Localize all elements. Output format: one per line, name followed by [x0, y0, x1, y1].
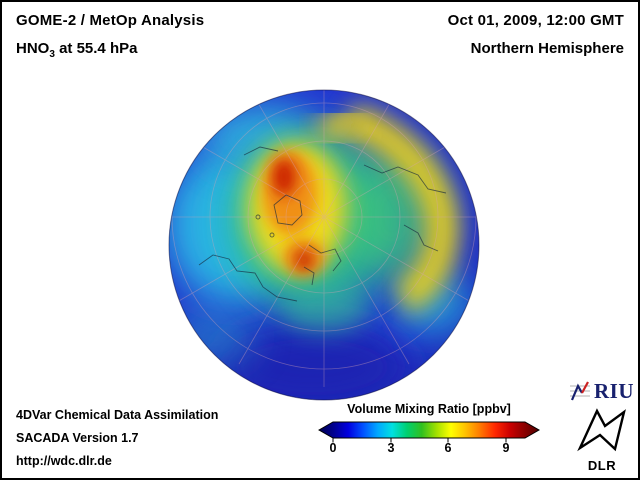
footer-annotations: 4DVar Chemical Data Assimilation SACADA …	[16, 404, 218, 473]
colorbar-tick-marks	[332, 438, 507, 443]
globe-rim	[168, 89, 480, 401]
assimilation-label: 4DVar Chemical Data Assimilation	[16, 408, 219, 422]
riu-logo: RIU	[554, 377, 634, 405]
dlr-logo: DLR	[570, 406, 634, 473]
level-text: at 55.4 hPa	[54, 40, 138, 57]
colorbar-tick-9: 9	[502, 441, 510, 455]
data-field	[169, 90, 479, 400]
species-subscript: 3	[49, 49, 55, 60]
hemisphere-map	[154, 75, 494, 415]
colorbar-gradient	[318, 421, 540, 443]
analysis-title: GOME-2 / MetOp Analysis	[16, 12, 205, 29]
dlr-logo-icon	[577, 408, 626, 452]
colorbar-title: Volume Mixing Ratio [ppbv]	[347, 402, 511, 416]
colorbar-tick-labels: 0 3 6 9	[318, 441, 540, 457]
species-level-label: HNO3 at 55.4 hPa	[16, 40, 204, 60]
species-text: HNO	[16, 40, 50, 57]
coastlines	[198, 146, 447, 302]
version-label: SACADA Version 1.7	[16, 431, 139, 445]
region-label: Northern Hemisphere	[470, 40, 624, 57]
dlr-logo-text: DLR	[587, 458, 617, 473]
colorbar-tick-6: 6	[444, 441, 452, 455]
url-label: http://wdc.dlr.de	[16, 454, 112, 468]
riu-logo-icon	[569, 381, 590, 401]
colorbar-tick-0: 0	[329, 441, 337, 455]
colorbar-tick-3: 3	[387, 441, 395, 455]
header-right: Oct 01, 2009, 12:00 GMT Northern Hemisph…	[448, 12, 624, 57]
hemisphere-globe	[168, 89, 480, 401]
riu-logo-text: RIU	[593, 378, 634, 403]
colorbar: Volume Mixing Ratio [ppbv] 0 3 6 9	[318, 402, 540, 464]
header-left: GOME-2 / MetOp Analysis HNO3 at 55.4 hPa	[16, 12, 204, 60]
datetime-label: Oct 01, 2009, 12:00 GMT	[447, 12, 624, 29]
